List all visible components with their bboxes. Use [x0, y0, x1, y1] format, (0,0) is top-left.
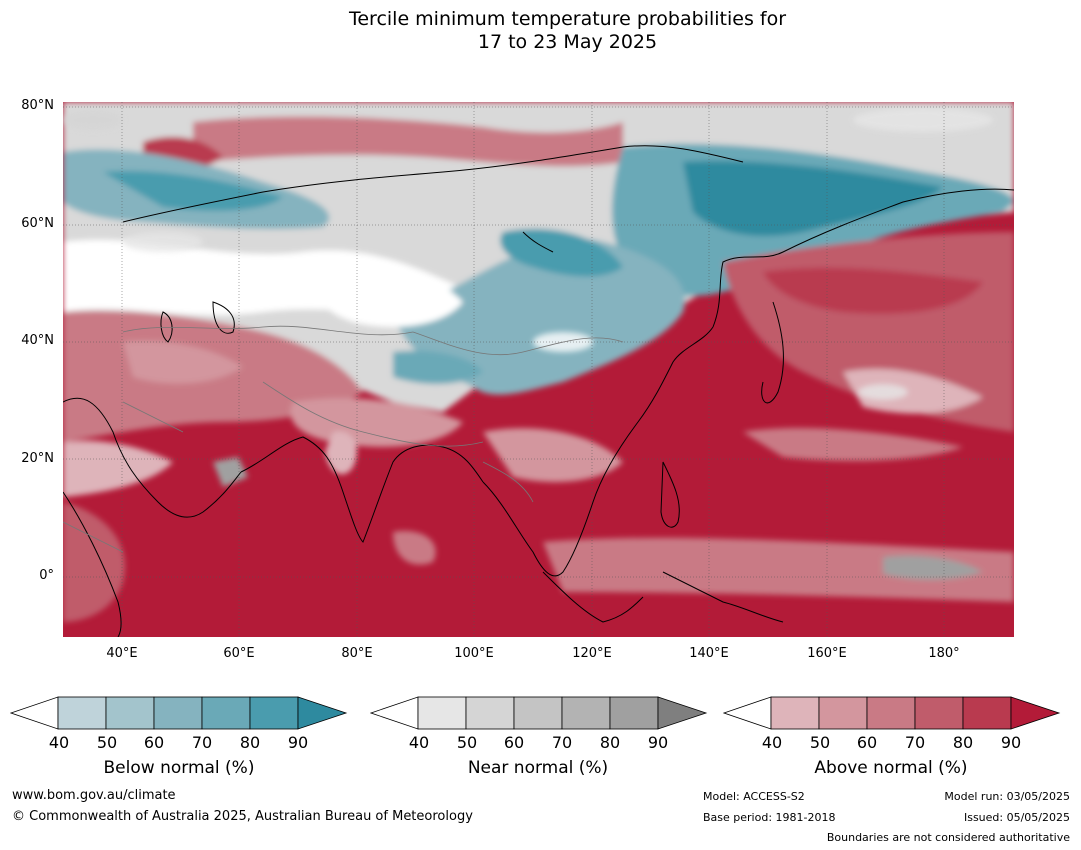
colorbar-swatch: [201, 696, 251, 730]
colorbar-swatch: [57, 696, 107, 730]
graticule: [63, 102, 1014, 637]
title-line-2: 17 to 23 May 2025: [477, 31, 658, 53]
colorbar-near-swatches: [370, 696, 708, 730]
colorbar-swatch: [866, 696, 916, 730]
lon-label-140e: 140°E: [689, 646, 729, 661]
above-tick: 70: [904, 733, 926, 752]
colorbar-arrow-low: [723, 696, 772, 730]
lat-label-80n: 80°N: [21, 98, 54, 113]
boundaries-disclaimer: Boundaries are not considered authoritat…: [826, 831, 1070, 844]
colorbar-swatch: [465, 696, 515, 730]
colorbar-swatch: [609, 696, 659, 730]
colorbar-above-swatches: [723, 696, 1061, 730]
below-tick: 50: [96, 733, 118, 752]
colorbar-swatch: [914, 696, 964, 730]
map-canvas: [63, 102, 1014, 637]
near-tick: 70: [551, 733, 573, 752]
below-tick: 80: [239, 733, 261, 752]
issued-text: Issued: 05/05/2025: [963, 811, 1070, 824]
lon-label-100e: 100°E: [454, 646, 494, 661]
colorbar-arrow-low: [10, 696, 59, 730]
colorbar-near-normal: [370, 696, 708, 730]
near-tick: 50: [456, 733, 478, 752]
lon-label-60e: 60°E: [223, 646, 255, 661]
lon-label-160e: 160°E: [807, 646, 847, 661]
near-tick: 40: [408, 733, 430, 752]
title-line-1: Tercile minimum temperature probabilitie…: [348, 8, 787, 30]
above-tick: 60: [856, 733, 878, 752]
colorbar-swatch: [153, 696, 203, 730]
lat-label-60n: 60°N: [21, 216, 54, 231]
colorbar-above-normal: [723, 696, 1061, 730]
lon-label-180: 180°: [928, 646, 960, 661]
colorbar-swatch: [962, 696, 1012, 730]
above-tick: 50: [809, 733, 831, 752]
colorbar-below-label: Below normal (%): [103, 758, 255, 778]
website-link[interactable]: www.bom.gov.au/climate: [12, 788, 176, 803]
below-tick: 60: [143, 733, 165, 752]
colorbar-arrow-high: [657, 696, 708, 730]
base-period-text: Base period: 1981-2018: [703, 811, 836, 824]
copyright-text: © Commonwealth of Australia 2025, Austra…: [12, 809, 473, 824]
colorbar-above-label: Above normal (%): [814, 758, 968, 778]
below-tick: 70: [191, 733, 213, 752]
lat-label-0: 0°: [39, 568, 54, 583]
colorbar-swatch: [513, 696, 563, 730]
lat-label-40n: 40°N: [21, 333, 54, 348]
colorbar-below-normal: [10, 696, 348, 730]
lon-label-120e: 120°E: [572, 646, 612, 661]
colorbar-arrow-high: [1010, 696, 1061, 730]
colorbar-swatch: [818, 696, 868, 730]
colorbar-swatch: [561, 696, 611, 730]
lat-label-20n: 20°N: [21, 451, 54, 466]
above-tick: 90: [1000, 733, 1022, 752]
colorbar-arrow-high: [297, 696, 348, 730]
near-tick: 80: [599, 733, 621, 752]
above-tick: 80: [952, 733, 974, 752]
colorbar-near-label: Near normal (%): [467, 758, 609, 778]
colorbar-arrow-low: [370, 696, 419, 730]
below-tick: 40: [48, 733, 70, 752]
colorbar-swatch: [249, 696, 299, 730]
colorbar-swatch: [417, 696, 467, 730]
above-tick: 40: [761, 733, 783, 752]
coastlines: [63, 145, 1014, 637]
country-borders: [63, 325, 624, 553]
below-tick: 90: [287, 733, 309, 752]
near-tick: 60: [503, 733, 525, 752]
probability-map: [63, 102, 1014, 637]
colorbar-swatch: [105, 696, 155, 730]
lon-label-80e: 80°E: [341, 646, 373, 661]
lon-label-40e: 40°E: [106, 646, 138, 661]
chart-title: Tercile minimum temperature probabilitie…: [0, 8, 1081, 54]
model-text: Model: ACCESS-S2: [703, 790, 805, 803]
colorbar-below-swatches: [10, 696, 348, 730]
near-tick: 90: [647, 733, 669, 752]
colorbar-swatch: [770, 696, 820, 730]
model-run-text: Model run: 03/05/2025: [944, 790, 1070, 803]
